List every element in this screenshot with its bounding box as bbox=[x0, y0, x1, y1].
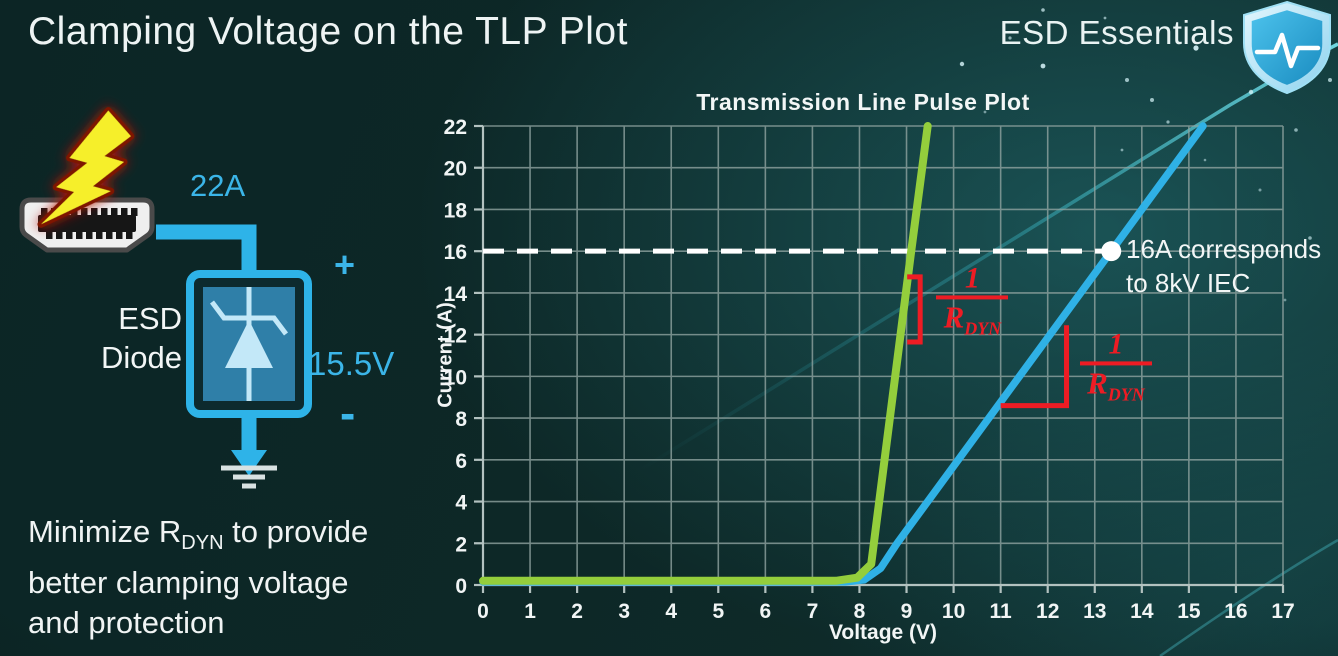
note-line1: Minimize RDYN to provide bbox=[28, 514, 369, 555]
fraction-numerator: 1 bbox=[964, 261, 980, 295]
clamp-voltage-label: 15.5V bbox=[308, 345, 395, 382]
polarity-plus-label: + bbox=[334, 244, 356, 285]
chart-title: Transmission Line Pulse Plot bbox=[696, 89, 1030, 115]
svg-text:2: 2 bbox=[571, 600, 583, 623]
svg-text:14: 14 bbox=[1130, 600, 1154, 623]
svg-text:3: 3 bbox=[618, 600, 630, 623]
svg-text:0: 0 bbox=[455, 575, 467, 598]
y-tick-labels: 0 2 4 6 8 10 12 14 16 18 20 22 bbox=[444, 116, 468, 598]
svg-text:12: 12 bbox=[1036, 600, 1059, 623]
rdyn-slope-fraction-green: 1 RDYN bbox=[936, 261, 1009, 344]
svg-text:2: 2 bbox=[455, 533, 467, 556]
svg-text:4: 4 bbox=[665, 600, 677, 623]
grid-lines bbox=[482, 125, 1284, 586]
svg-text:16: 16 bbox=[1224, 600, 1247, 623]
green-curve bbox=[479, 122, 932, 585]
y-axis-label: Current (A) bbox=[434, 302, 457, 408]
fraction-numerator: 1 bbox=[1108, 327, 1124, 361]
marker-label-line2: to 8kV IEC bbox=[1126, 268, 1251, 298]
svg-text:8: 8 bbox=[854, 600, 866, 623]
svg-text:14: 14 bbox=[444, 283, 468, 306]
rdyn-slope-mark bbox=[1000, 325, 1070, 409]
svg-text:10: 10 bbox=[942, 600, 965, 623]
rdyn-slope-fraction-blue: 1 RDYN bbox=[1079, 327, 1152, 410]
svg-text:7: 7 bbox=[807, 600, 819, 623]
fraction-bar bbox=[1079, 361, 1152, 366]
svg-text:5: 5 bbox=[712, 600, 724, 623]
x-tick-labels: 0 1 2 3 4 5 6 7 8 9 10 11 12 13 14 15 16 17 bbox=[477, 600, 1295, 623]
svg-text:8: 8 bbox=[455, 408, 467, 431]
svg-text:15: 15 bbox=[1177, 600, 1201, 623]
marker-label: 16A corresponds to 8kV IEC bbox=[1126, 232, 1321, 300]
svg-text:4: 4 bbox=[455, 492, 467, 515]
svg-text:17: 17 bbox=[1271, 600, 1294, 623]
svg-text:18: 18 bbox=[444, 199, 468, 222]
svg-text:6: 6 bbox=[455, 450, 467, 473]
fraction-bar bbox=[936, 295, 1009, 300]
svg-text:0: 0 bbox=[477, 600, 489, 623]
arrow-head bbox=[231, 450, 267, 476]
svg-text:10: 10 bbox=[444, 366, 467, 389]
ground-icon bbox=[221, 465, 277, 489]
svg-text:6: 6 bbox=[760, 600, 772, 623]
svg-text:20: 20 bbox=[444, 158, 467, 181]
tvs-diode-icon bbox=[186, 270, 312, 418]
svg-text:12: 12 bbox=[444, 325, 467, 348]
star-dots bbox=[959, 8, 1332, 302]
svg-text:22: 22 bbox=[444, 116, 467, 139]
shield-pulse-icon bbox=[1243, 0, 1331, 94]
lightning-bolt-icon bbox=[37, 107, 135, 228]
svg-text:11: 11 bbox=[990, 600, 1013, 623]
device-label: ESD Diode bbox=[88, 299, 182, 377]
x-axis-label: Voltage (V) bbox=[828, 621, 938, 644]
device-label-line2: Diode bbox=[101, 340, 182, 375]
wire-top bbox=[156, 224, 257, 278]
fraction-denominator: RDYN bbox=[943, 299, 1002, 339]
fraction-denominator: RDYN bbox=[1087, 365, 1145, 405]
svg-text:9: 9 bbox=[901, 600, 913, 623]
rdyn-slope-mark bbox=[907, 274, 923, 345]
marker-label-line1: 16A corresponds bbox=[1126, 234, 1322, 264]
marker-dot bbox=[1101, 241, 1122, 262]
note-line3: and protection bbox=[28, 605, 225, 641]
svg-text:1: 1 bbox=[524, 600, 536, 623]
note-line2: better clamping voltage bbox=[28, 565, 349, 601]
svg-text:16: 16 bbox=[444, 241, 467, 264]
page-title: Clamping Voltage on the TLP Plot bbox=[28, 10, 628, 53]
brand-name: ESD Essentials bbox=[999, 14, 1234, 51]
svg-text:13: 13 bbox=[1083, 600, 1106, 623]
polarity-minus-label: - bbox=[340, 387, 356, 439]
device-label-line1: ESD bbox=[118, 301, 182, 336]
note-text: Minimize RDYN to provide better clamping… bbox=[28, 512, 368, 643]
surge-current-label: 22A bbox=[190, 168, 246, 203]
